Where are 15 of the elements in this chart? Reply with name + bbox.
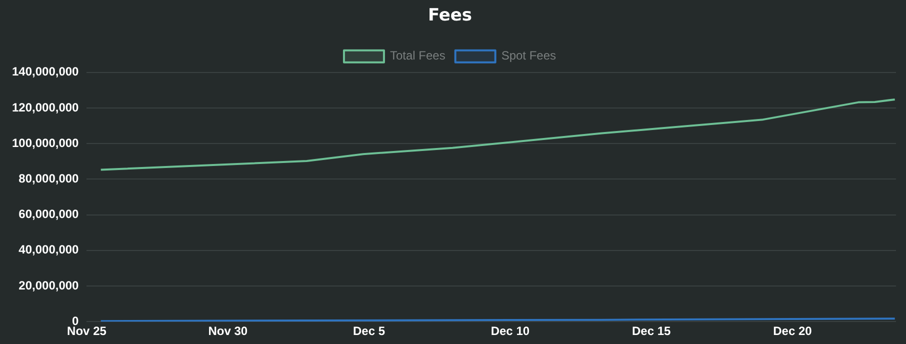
y-tick-label: 40,000,000 <box>18 242 80 257</box>
x-tick-label: Dec 5 <box>353 324 386 338</box>
x-tick-label: Dec 20 <box>773 324 812 338</box>
x-tick-label: Dec 10 <box>490 324 530 338</box>
legend-label: Total Fees <box>390 48 446 63</box>
y-tick-label: 120,000,000 <box>12 100 80 114</box>
y-tick-label: 20,000,000 <box>18 278 80 292</box>
y-tick-label: 80,000,000 <box>18 172 80 186</box>
x-tick-label: Nov 30 <box>208 324 248 338</box>
chart-title: Fees <box>428 6 472 26</box>
y-tick-label: 100,000,000 <box>12 136 80 150</box>
x-tick-label: Dec 15 <box>632 324 672 338</box>
legend-label: Spot Fees <box>501 48 556 63</box>
y-tick-label: 140,000,000 <box>12 64 80 79</box>
y-tick-label: 60,000,000 <box>18 207 80 222</box>
